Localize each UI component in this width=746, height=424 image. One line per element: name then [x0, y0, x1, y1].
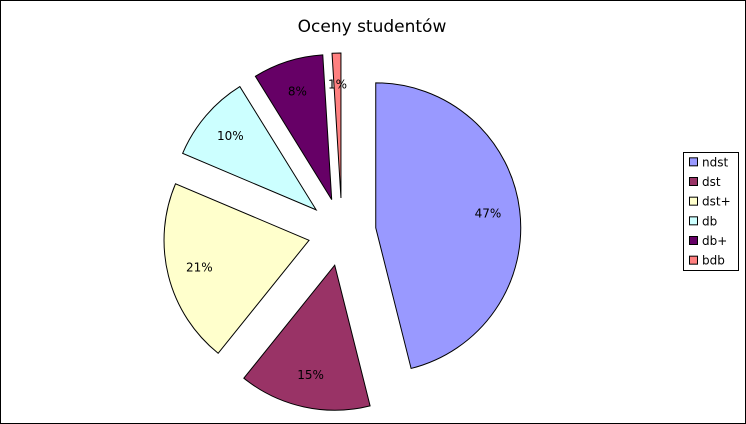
pie-slice — [254, 54, 333, 200]
data-label: 47% — [475, 206, 502, 220]
data-label: 8% — [288, 84, 307, 98]
pie-slice — [163, 183, 310, 354]
data-label: 15% — [297, 368, 324, 382]
legend-swatch — [689, 216, 698, 226]
legend-label: db — [702, 214, 717, 228]
data-label: 1% — [328, 77, 347, 91]
chart-title: Oceny studentów — [298, 17, 447, 37]
legend-swatch — [689, 157, 698, 167]
legend-box — [683, 152, 739, 271]
pie-slice — [375, 82, 522, 370]
legend-swatch — [689, 177, 698, 186]
legend-swatch — [689, 236, 698, 245]
legend-label: ndst — [702, 155, 728, 169]
legend-label: dst — [702, 175, 721, 189]
data-label: 10% — [217, 129, 244, 143]
pie-slice — [181, 85, 318, 211]
pie-slice — [243, 264, 371, 411]
legend-label: db+ — [702, 234, 727, 248]
legend-swatch — [689, 255, 698, 265]
legend-swatch — [689, 196, 698, 206]
legend-label: bdb — [702, 254, 725, 268]
pie-slice — [331, 52, 342, 199]
data-label: 21% — [186, 260, 213, 274]
legend-label: dst+ — [702, 195, 731, 209]
